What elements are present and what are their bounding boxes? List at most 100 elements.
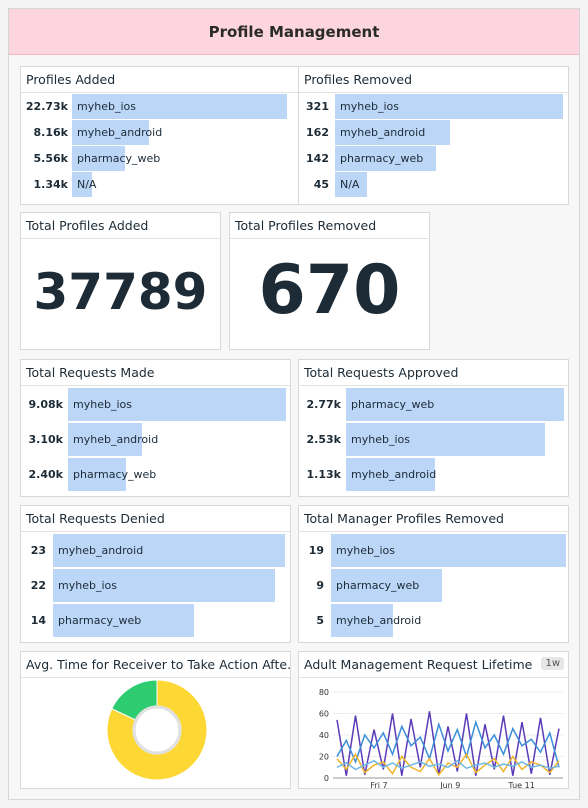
toplist-value: 19 xyxy=(308,544,324,557)
toplist-bar[interactable] xyxy=(331,569,442,602)
widget-title: Total Manager Profiles Removed xyxy=(299,506,568,532)
request-lifetime-line-chart: 0 20 40 60 80 Fri 7 Jun 9 Tue 11 xyxy=(319,688,563,789)
widget-title: Profiles Added xyxy=(21,67,299,93)
x-tick-label: Fri 7 xyxy=(370,781,387,789)
avg-time-donut-chart xyxy=(106,679,208,781)
toplist-bar[interactable] xyxy=(346,458,435,491)
toplist-bar[interactable] xyxy=(68,388,286,421)
toplist-bar[interactable] xyxy=(335,120,450,145)
toplist-label: myheb_ios xyxy=(77,100,136,113)
toplist-label: myheb_android xyxy=(58,544,144,557)
toplist-value: 45 xyxy=(313,178,329,191)
y-tick-label: 60 xyxy=(319,710,329,719)
toplist-label: pharmacy_web xyxy=(336,579,420,592)
y-tick-label: 20 xyxy=(319,753,329,762)
toplist-label: myheb_android xyxy=(336,614,422,627)
toplist-value: 14 xyxy=(30,614,46,627)
widget-title: Total Requests Denied xyxy=(21,506,290,532)
toplist-value: 2.40k xyxy=(28,468,63,481)
toplist-value: 9.08k xyxy=(28,398,63,411)
y-tick-label: 40 xyxy=(319,731,329,740)
widget-total-requests-denied[interactable]: Total Requests Denied 23 myheb_android 22 m… xyxy=(20,505,291,643)
toplist-value: 2.53k xyxy=(306,433,341,446)
toplist-label: myheb_ios xyxy=(340,100,399,113)
toplist-label: myheb_android xyxy=(340,126,426,139)
toplist-bar[interactable] xyxy=(72,94,287,119)
toplist-value: 5.56k xyxy=(33,152,68,165)
widget-title: Adult Management Request Lifetime xyxy=(299,652,568,678)
toplist-bar[interactable] xyxy=(346,423,545,456)
series-line-3 xyxy=(336,759,560,771)
toplist-bar[interactable] xyxy=(72,172,92,197)
toplist-value: 5 xyxy=(316,614,324,627)
toplist-value: 162 xyxy=(306,126,329,139)
toplist-value: 321 xyxy=(306,100,329,113)
widget-title: Total Profiles Added xyxy=(21,213,220,239)
widget-total-profiles-removed[interactable]: Total Profiles Removed 670 xyxy=(229,212,430,350)
widget-profiles-removed[interactable]: Profiles Removed 321 myheb_ios 162 myheb_an… xyxy=(298,66,569,205)
donut-hole xyxy=(132,705,182,755)
toplist-value: 142 xyxy=(306,152,329,165)
toplist-label: myheb_ios xyxy=(58,579,117,592)
toplist-value: 2.77k xyxy=(306,398,341,411)
dashboard-title: Profile Management xyxy=(208,22,380,41)
toplist-bar[interactable] xyxy=(68,458,126,491)
total-profiles-removed-value: 670 xyxy=(258,251,401,330)
series-line-0 xyxy=(336,711,560,776)
widget-request-lifetime[interactable]: Adult Management Request Lifetime 1w 0 20… xyxy=(298,651,569,789)
series-line-1 xyxy=(336,719,560,768)
toplist-bar[interactable] xyxy=(331,604,393,637)
toplist-value: 23 xyxy=(30,544,46,557)
widget-title: Total Profiles Removed xyxy=(230,213,429,239)
y-tick-label: 0 xyxy=(324,774,329,783)
widget-total-requests-made[interactable]: Total Requests Made 9.08k myheb_ios 3.10k m… xyxy=(20,359,291,497)
toplist-bar[interactable] xyxy=(53,569,275,602)
toplist-label: N/A xyxy=(340,178,360,191)
toplist-bar[interactable] xyxy=(335,172,367,197)
toplist-value: 3.10k xyxy=(28,433,63,446)
x-tick-label: Jun 9 xyxy=(439,781,460,789)
toplist-bar[interactable] xyxy=(72,120,149,145)
toplist-bar[interactable] xyxy=(53,604,194,637)
toplist-bar[interactable] xyxy=(335,94,563,119)
widget-profiles-added[interactable]: Profiles Added 22.73k myheb_ios 8.16k myheb… xyxy=(20,66,300,205)
widget-title: Profiles Removed xyxy=(299,67,568,93)
widget-total-requests-approved[interactable]: Total Requests Approved 2.77k pharmacy_we… xyxy=(298,359,569,497)
toplist-label: pharmacy_web xyxy=(58,614,142,627)
toplist-value: 22.73k xyxy=(25,100,68,113)
toplist-label: N/A xyxy=(77,178,97,191)
x-tick-label: Tue 11 xyxy=(507,781,534,789)
toplist-value: 9 xyxy=(316,579,324,592)
toplist-label: myheb_ios xyxy=(336,544,395,557)
widget-total-profiles-added[interactable]: Total Profiles Added 37789 xyxy=(20,212,221,350)
toplist-label: myheb_android xyxy=(73,433,159,446)
toplist-label: pharmacy_web xyxy=(77,152,161,165)
toplist-bar[interactable] xyxy=(72,146,125,171)
widget-avg-time[interactable]: Avg. Time for Receiver to Take Action Af… xyxy=(20,651,291,789)
widget-title: Avg. Time for Receiver to Take Action Af… xyxy=(21,652,290,678)
toplist-label: pharmacy_web xyxy=(351,398,435,411)
timeframe-badge[interactable]: 1w xyxy=(541,657,564,670)
widget-title: Total Requests Approved xyxy=(299,360,568,386)
toplist-value: 8.16k xyxy=(33,126,68,139)
toplist-bar[interactable] xyxy=(335,146,436,171)
toplist-bar[interactable] xyxy=(346,388,564,421)
toplist-value: 1.13k xyxy=(306,468,341,481)
widget-title: Total Requests Made xyxy=(21,360,290,386)
dashboard-frame: Profile Management Profiles Added 22.73k… xyxy=(8,8,580,800)
total-profiles-added-value: 37789 xyxy=(33,263,208,321)
toplist-value: 1.34k xyxy=(33,178,68,191)
series-line-2 xyxy=(336,752,560,777)
toplist-value: 22 xyxy=(30,579,46,592)
toplist-label: myheb_ios xyxy=(73,398,132,411)
toplist-label: pharmacy_web xyxy=(340,152,424,165)
dashboard-header: Profile Management xyxy=(9,9,579,55)
toplist-bar[interactable] xyxy=(68,423,142,456)
toplist-label: myheb_ios xyxy=(351,433,410,446)
toplist-bar[interactable] xyxy=(53,534,285,567)
toplist-label: myheb_android xyxy=(351,468,437,481)
y-tick-label: 80 xyxy=(319,688,329,697)
toplist-label: pharmacy_web xyxy=(73,468,157,481)
toplist-bar[interactable] xyxy=(331,534,566,567)
widget-total-manager-profiles-removed[interactable]: Total Manager Profiles Removed 19 myheb_i… xyxy=(298,505,569,643)
